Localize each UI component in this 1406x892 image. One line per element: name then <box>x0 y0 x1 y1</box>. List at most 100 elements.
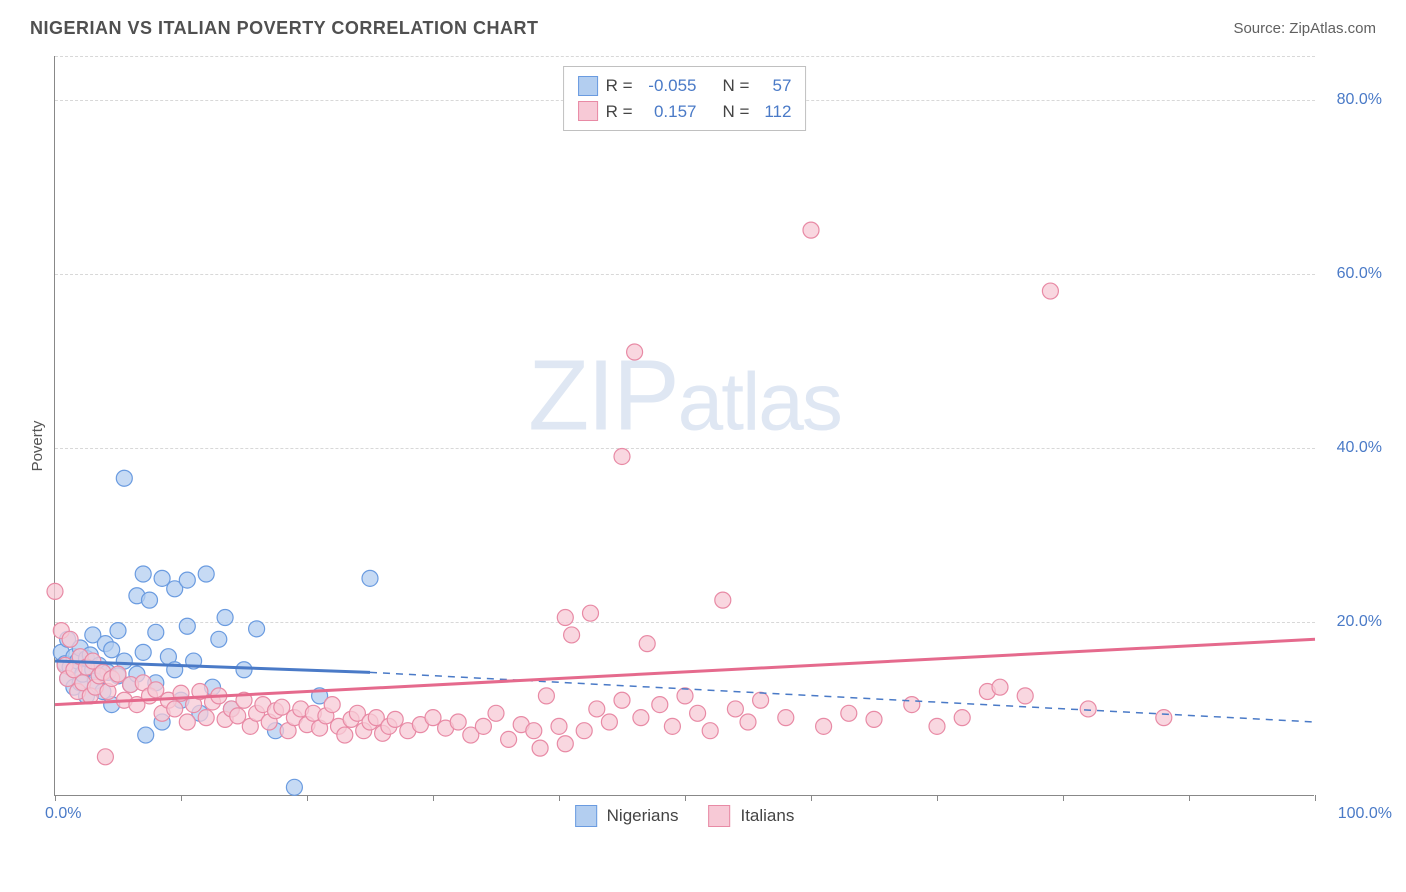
scatter-point <box>753 692 769 708</box>
scatter-point <box>179 714 195 730</box>
n-label: N = <box>723 73 750 99</box>
scatter-point <box>148 624 164 640</box>
scatter-point <box>1017 688 1033 704</box>
y-tick-label: 20.0% <box>1322 613 1382 631</box>
scatter-point <box>633 710 649 726</box>
scatter-point <box>614 448 630 464</box>
scatter-point <box>104 642 120 658</box>
scatter-point <box>324 697 340 713</box>
scatter-point <box>198 710 214 726</box>
scatter-point <box>249 621 265 637</box>
n-label: N = <box>723 99 750 125</box>
scatter-point <box>677 688 693 704</box>
scatter-point <box>167 701 183 717</box>
scatter-point <box>727 701 743 717</box>
r-label: R = <box>606 73 633 99</box>
swatch-icon <box>575 805 597 827</box>
scatter-point <box>501 731 517 747</box>
chart-container: ZIPatlas 20.0%40.0%60.0%80.0% R = -0.055… <box>54 56 1384 836</box>
scatter-point <box>538 688 554 704</box>
scatter-point <box>589 701 605 717</box>
scatter-point <box>740 714 756 730</box>
scatter-point <box>362 570 378 586</box>
source-label: Source: ZipAtlas.com <box>1233 20 1376 37</box>
scatter-point <box>116 470 132 486</box>
y-tick-label: 80.0% <box>1322 91 1382 109</box>
swatch-italians <box>578 101 598 121</box>
scatter-point <box>715 592 731 608</box>
scatter-point <box>337 727 353 743</box>
x-min-label: 0.0% <box>45 805 81 823</box>
scatter-point <box>142 592 158 608</box>
scatter-point <box>904 697 920 713</box>
scatter-point <box>564 627 580 643</box>
scatter-point <box>690 705 706 721</box>
y-tick-label: 60.0% <box>1322 265 1382 283</box>
scatter-point <box>138 727 154 743</box>
y-tick-label: 40.0% <box>1322 439 1382 457</box>
scatter-point <box>557 736 573 752</box>
swatch-nigerians <box>578 76 598 96</box>
scatter-point <box>664 718 680 734</box>
scatter-point <box>211 631 227 647</box>
scatter-point <box>551 718 567 734</box>
x-tick <box>1315 795 1316 801</box>
scatter-point <box>450 714 466 730</box>
scatter-point <box>526 723 542 739</box>
legend-item-nigerians: Nigerians <box>575 805 679 827</box>
bottom-legend: Nigerians Italians <box>575 805 795 827</box>
x-max-label: 100.0% <box>1338 805 1392 823</box>
scatter-point <box>488 705 504 721</box>
scatter-point <box>954 710 970 726</box>
scatter-point <box>803 222 819 238</box>
y-axis-label: Poverty <box>29 421 46 472</box>
scatter-point <box>286 779 302 795</box>
scatter-point <box>992 679 1008 695</box>
scatter-point <box>557 610 573 626</box>
scatter-point <box>135 566 151 582</box>
r-value-italians: 0.157 <box>641 99 697 125</box>
stat-row-nigerians: R = -0.055 N = 57 <box>578 73 792 99</box>
scatter-point <box>601 714 617 730</box>
scatter-point <box>47 583 63 599</box>
scatter-point <box>576 723 592 739</box>
scatter-point <box>778 710 794 726</box>
scatter-point <box>929 718 945 734</box>
scatter-point <box>198 566 214 582</box>
scatter-point <box>1080 701 1096 717</box>
n-value-nigerians: 57 <box>757 73 791 99</box>
plot-area: ZIPatlas 20.0%40.0%60.0%80.0% R = -0.055… <box>54 56 1314 796</box>
scatter-point <box>475 718 491 734</box>
scatter-point <box>97 749 113 765</box>
scatter-point <box>387 711 403 727</box>
r-label: R = <box>606 99 633 125</box>
stat-row-italians: R = 0.157 N = 112 <box>578 99 792 125</box>
scatter-point <box>179 572 195 588</box>
scatter-point <box>1156 710 1172 726</box>
scatter-point <box>532 740 548 756</box>
scatter-point <box>627 344 643 360</box>
chart-title: NIGERIAN VS ITALIAN POVERTY CORRELATION … <box>30 18 539 39</box>
scatter-point <box>652 697 668 713</box>
scatter-point <box>236 662 252 678</box>
scatter-point <box>866 711 882 727</box>
scatter-point <box>614 692 630 708</box>
legend-item-italians: Italians <box>708 805 794 827</box>
scatter-svg <box>55 56 1315 796</box>
scatter-point <box>179 618 195 634</box>
scatter-point <box>702 723 718 739</box>
legend-label-italians: Italians <box>740 806 794 826</box>
n-value-italians: 112 <box>757 99 791 125</box>
scatter-point <box>816 718 832 734</box>
r-value-nigerians: -0.055 <box>641 73 697 99</box>
scatter-point <box>135 644 151 660</box>
legend-label-nigerians: Nigerians <box>607 806 679 826</box>
scatter-point <box>62 631 78 647</box>
scatter-point <box>583 605 599 621</box>
scatter-point <box>217 610 233 626</box>
scatter-point <box>110 623 126 639</box>
scatter-point <box>639 636 655 652</box>
scatter-point <box>841 705 857 721</box>
scatter-point <box>1042 283 1058 299</box>
swatch-icon <box>708 805 730 827</box>
